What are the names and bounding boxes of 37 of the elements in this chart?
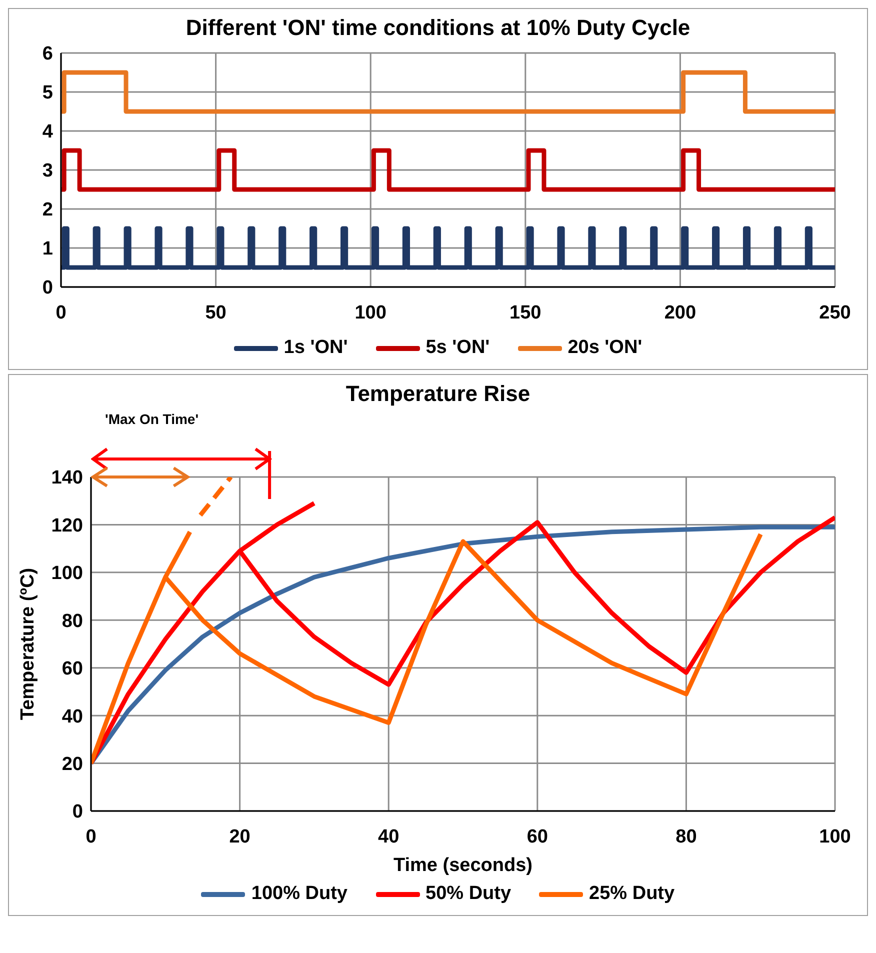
y-tick-label: 0: [42, 278, 53, 299]
chart-title: Temperature Rise: [344, 380, 532, 407]
x-tick-label: 50: [205, 302, 226, 324]
x-tick-label: 80: [676, 826, 697, 848]
x-tick-label: 100: [354, 302, 386, 324]
x-tick-label: 150: [510, 302, 542, 324]
y-tick-label: 5: [42, 82, 54, 104]
x-tick-label: 200: [664, 302, 696, 324]
x-tick-label: 100: [819, 826, 851, 848]
x-axis-title: Time (seconds): [393, 855, 533, 876]
y-tick-label: 20: [62, 754, 83, 776]
y-tick-label: 0: [72, 802, 83, 823]
y-tick-label: 2: [42, 200, 53, 221]
legend-label: 100% Duty: [251, 883, 348, 905]
chart-title: Different 'ON' time conditions at 10% Duty Cycle: [184, 14, 692, 41]
y-tick-label: 6: [42, 44, 53, 65]
legend-label: 50% Duty: [426, 883, 512, 905]
x-tick-label: 40: [378, 826, 400, 848]
y-tick-label: 4: [42, 122, 54, 143]
y-tick-label: 60: [62, 658, 83, 680]
x-tick-label: 20: [229, 826, 250, 848]
x-tick-label: 250: [819, 302, 851, 324]
y-tick-label: 120: [51, 515, 83, 536]
y-tick-label: 80: [62, 610, 83, 632]
y-axis-title: Temperature (ºC): [18, 568, 39, 720]
y-tick-label: 140: [51, 468, 83, 489]
y-tick-label: 100: [51, 563, 83, 584]
legend-label: 1s 'ON': [284, 337, 348, 359]
y-tick-label: 40: [62, 706, 83, 728]
legend-label: 25% Duty: [589, 883, 675, 905]
y-tick-label: 3: [42, 160, 53, 182]
text: 'Max On Time': [105, 411, 199, 427]
y-tick-label: 1: [42, 238, 54, 260]
legend-label: 20s 'ON': [568, 337, 642, 359]
x-tick-label: 0: [86, 826, 96, 848]
legend-label: 5s 'ON': [426, 337, 490, 359]
x-tick-label: 60: [526, 826, 548, 848]
